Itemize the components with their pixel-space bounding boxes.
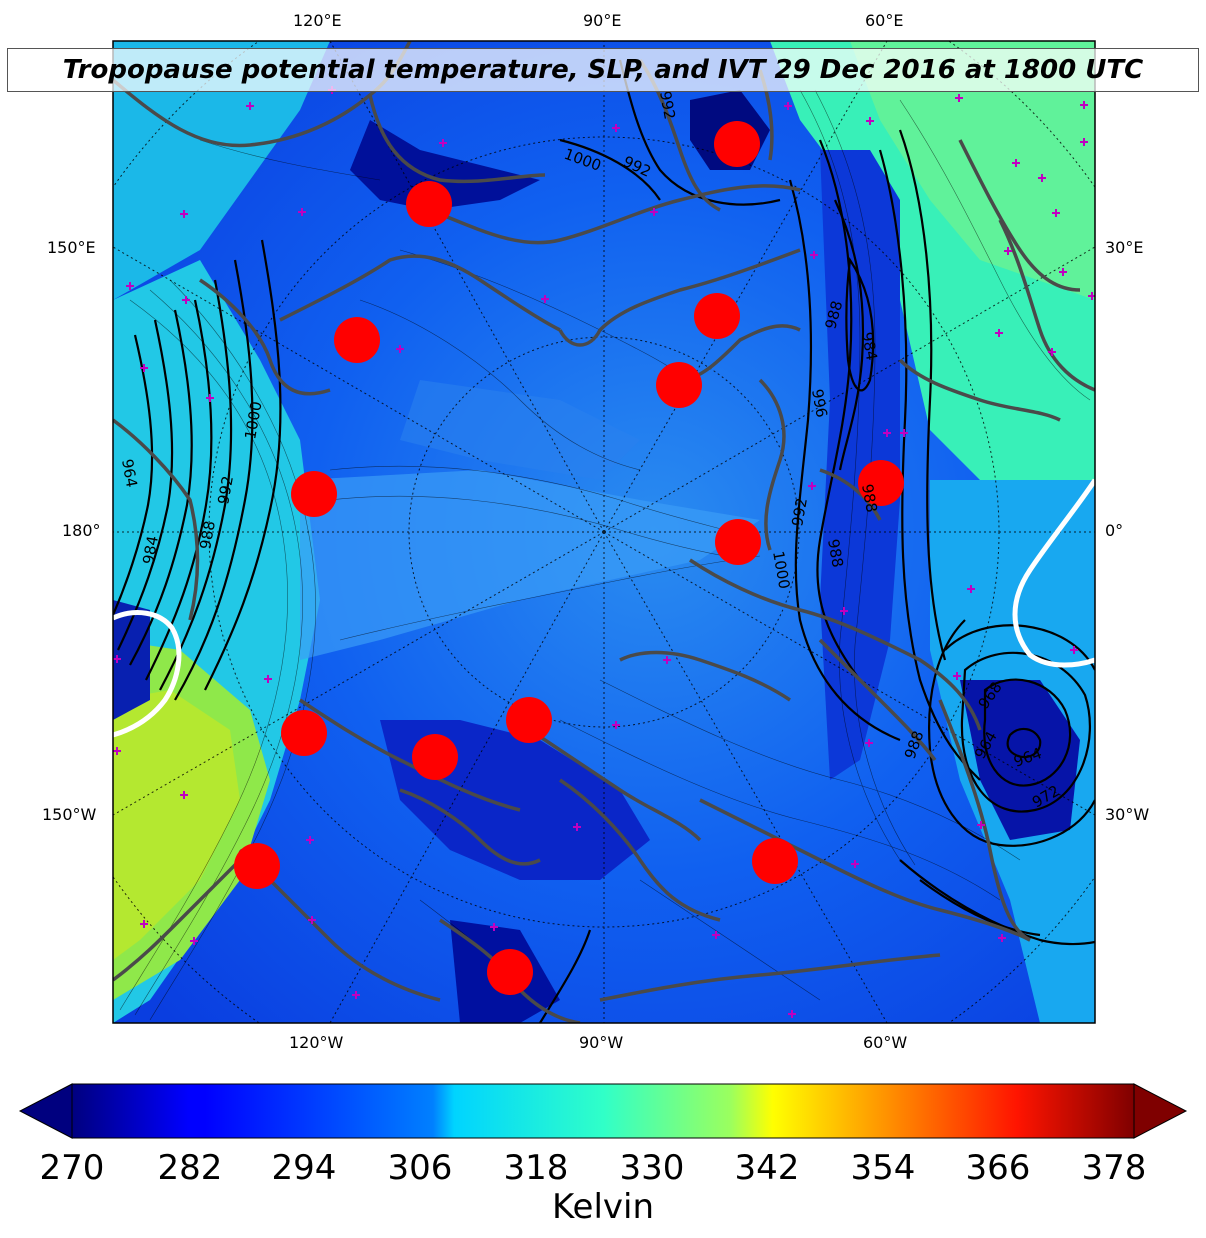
slp-label: 988 <box>824 538 847 569</box>
slp-label: 964 <box>118 458 141 489</box>
slp-label: 984 <box>139 534 162 565</box>
lon-label-bottom: 60°W <box>863 1033 908 1052</box>
lon-label-bottom: 120°W <box>289 1033 344 1052</box>
lon-label-right: 0° <box>1105 521 1124 540</box>
slp-label: 988 <box>858 483 881 514</box>
lon-label-right: 30°E <box>1105 238 1144 257</box>
colorbar-tick: 354 <box>850 1148 916 1188</box>
colorbar-tick: 330 <box>619 1148 685 1188</box>
lon-label-top: 60°E <box>865 11 904 30</box>
slp-label: 996 <box>808 388 831 419</box>
slp-label: 992 <box>656 90 679 121</box>
colorbar-tick: 270 <box>39 1148 105 1188</box>
colorbar <box>18 1083 1188 1139</box>
map-frame <box>112 40 1096 1024</box>
tpv-circle <box>694 293 740 339</box>
tpv-circle <box>752 838 798 884</box>
colorbar-label: Kelvin <box>551 1187 655 1227</box>
colorbar-gradient <box>72 1084 1134 1138</box>
colorbar-max-extend <box>1133 1083 1188 1139</box>
colorbar-min-extend <box>18 1083 73 1139</box>
lon-label-left: 180° <box>62 521 101 540</box>
slp-label: 988 <box>196 519 219 550</box>
colorbar-tick: 366 <box>965 1148 1031 1188</box>
colorbar-tick: 342 <box>734 1148 800 1188</box>
tpv-circle <box>506 697 552 743</box>
lon-label-left: 150°E <box>47 238 96 257</box>
tpv-circle <box>656 362 702 408</box>
slp-label: 992 <box>788 496 811 527</box>
lon-label-left: 150°W <box>42 805 97 824</box>
map-panel: 1000 992 992 1000 988 984 996 992 988 10… <box>113 41 1095 1023</box>
tpv-circle <box>412 734 458 780</box>
colorbar-tick: 378 <box>1081 1148 1147 1188</box>
map-title: Tropopause potential temperature, SLP, a… <box>7 48 1199 92</box>
tpv-circle <box>715 519 761 565</box>
slp-label: 984 <box>858 331 881 362</box>
lon-label-top: 120°E <box>293 11 342 30</box>
tpv-circle <box>281 710 327 756</box>
tpv-circle <box>291 471 337 517</box>
slp-label: 992 <box>214 474 237 505</box>
tpv-circle <box>858 460 904 506</box>
tpv-circle <box>334 317 380 363</box>
tpv-circle <box>234 843 280 889</box>
lon-label-top: 90°E <box>583 11 622 30</box>
colorbar-tick: 306 <box>387 1148 453 1188</box>
tpv-circle <box>714 121 760 167</box>
tpv-circles <box>234 121 904 995</box>
tpv-circle <box>487 949 533 995</box>
colorbar-tick: 294 <box>271 1148 337 1188</box>
colorbar-tick: 282 <box>157 1148 223 1188</box>
lon-label-bottom: 90°W <box>579 1033 624 1052</box>
colorbar-tick: 318 <box>503 1148 569 1188</box>
lon-label-right: 30°W <box>1105 805 1150 824</box>
tpv-circle <box>406 181 452 227</box>
